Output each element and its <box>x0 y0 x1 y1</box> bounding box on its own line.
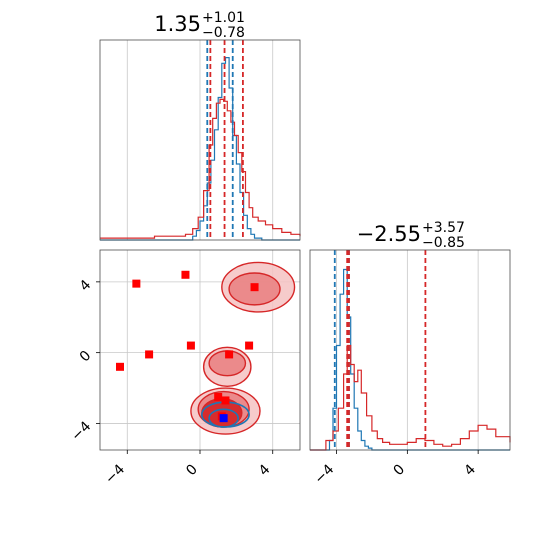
joint-red-marker <box>245 341 254 350</box>
hist-2-title-plus: +3.57 <box>422 220 465 236</box>
joint-red-marker <box>145 350 154 359</box>
joint-ytick-label: 0 <box>77 348 95 366</box>
joint-blue-contour <box>208 408 239 428</box>
hist-1-title-plus: +1.01 <box>202 10 245 26</box>
hist-1-frame <box>99 39 301 241</box>
joint-red-marker <box>132 279 141 288</box>
joint-blue-marker <box>219 414 228 423</box>
hist-2-frame <box>309 249 511 451</box>
p2-blue-histogram <box>310 268 510 451</box>
hist-2-xtick-label: 0 <box>391 462 409 480</box>
joint-xtick-label: 0 <box>183 462 201 480</box>
hist-2-xtick-label: −4 <box>311 461 337 487</box>
hist-2-title-minus: −0.85 <box>422 235 465 251</box>
p2-red-histogram <box>310 344 511 451</box>
joint-red-marker <box>214 392 223 401</box>
joint-red-marker <box>221 396 230 405</box>
joint-red-marker <box>186 341 195 350</box>
joint-xtick-label: −4 <box>102 461 128 487</box>
joint-red-marker <box>116 362 124 371</box>
hist-2-xtick-label: 4 <box>461 461 479 479</box>
hist-2-title-value: −2.55 <box>357 222 421 246</box>
joint-red-marker <box>181 270 190 279</box>
joint-ytick-label: 4 <box>77 277 95 295</box>
joint-red-marker <box>250 283 259 292</box>
hist-1-title-minus: −0.78 <box>202 25 245 41</box>
hist-panel-param-1: 1.35 +1.01 −0.78 <box>99 10 301 241</box>
joint-panel: −4 0 4 −4 0 4 <box>68 249 301 487</box>
joint-ytick-label: −4 <box>68 418 94 444</box>
p1-red-histogram <box>100 98 301 239</box>
hist-panel-param-2: −2.55 +3.57 −0.85 −4 0 4 <box>309 220 511 487</box>
joint-red-marker <box>225 350 234 359</box>
hist-1-title-value: 1.35 <box>154 12 201 36</box>
p1-blue-histogram <box>100 57 300 241</box>
joint-xtick-label: 4 <box>256 461 274 479</box>
